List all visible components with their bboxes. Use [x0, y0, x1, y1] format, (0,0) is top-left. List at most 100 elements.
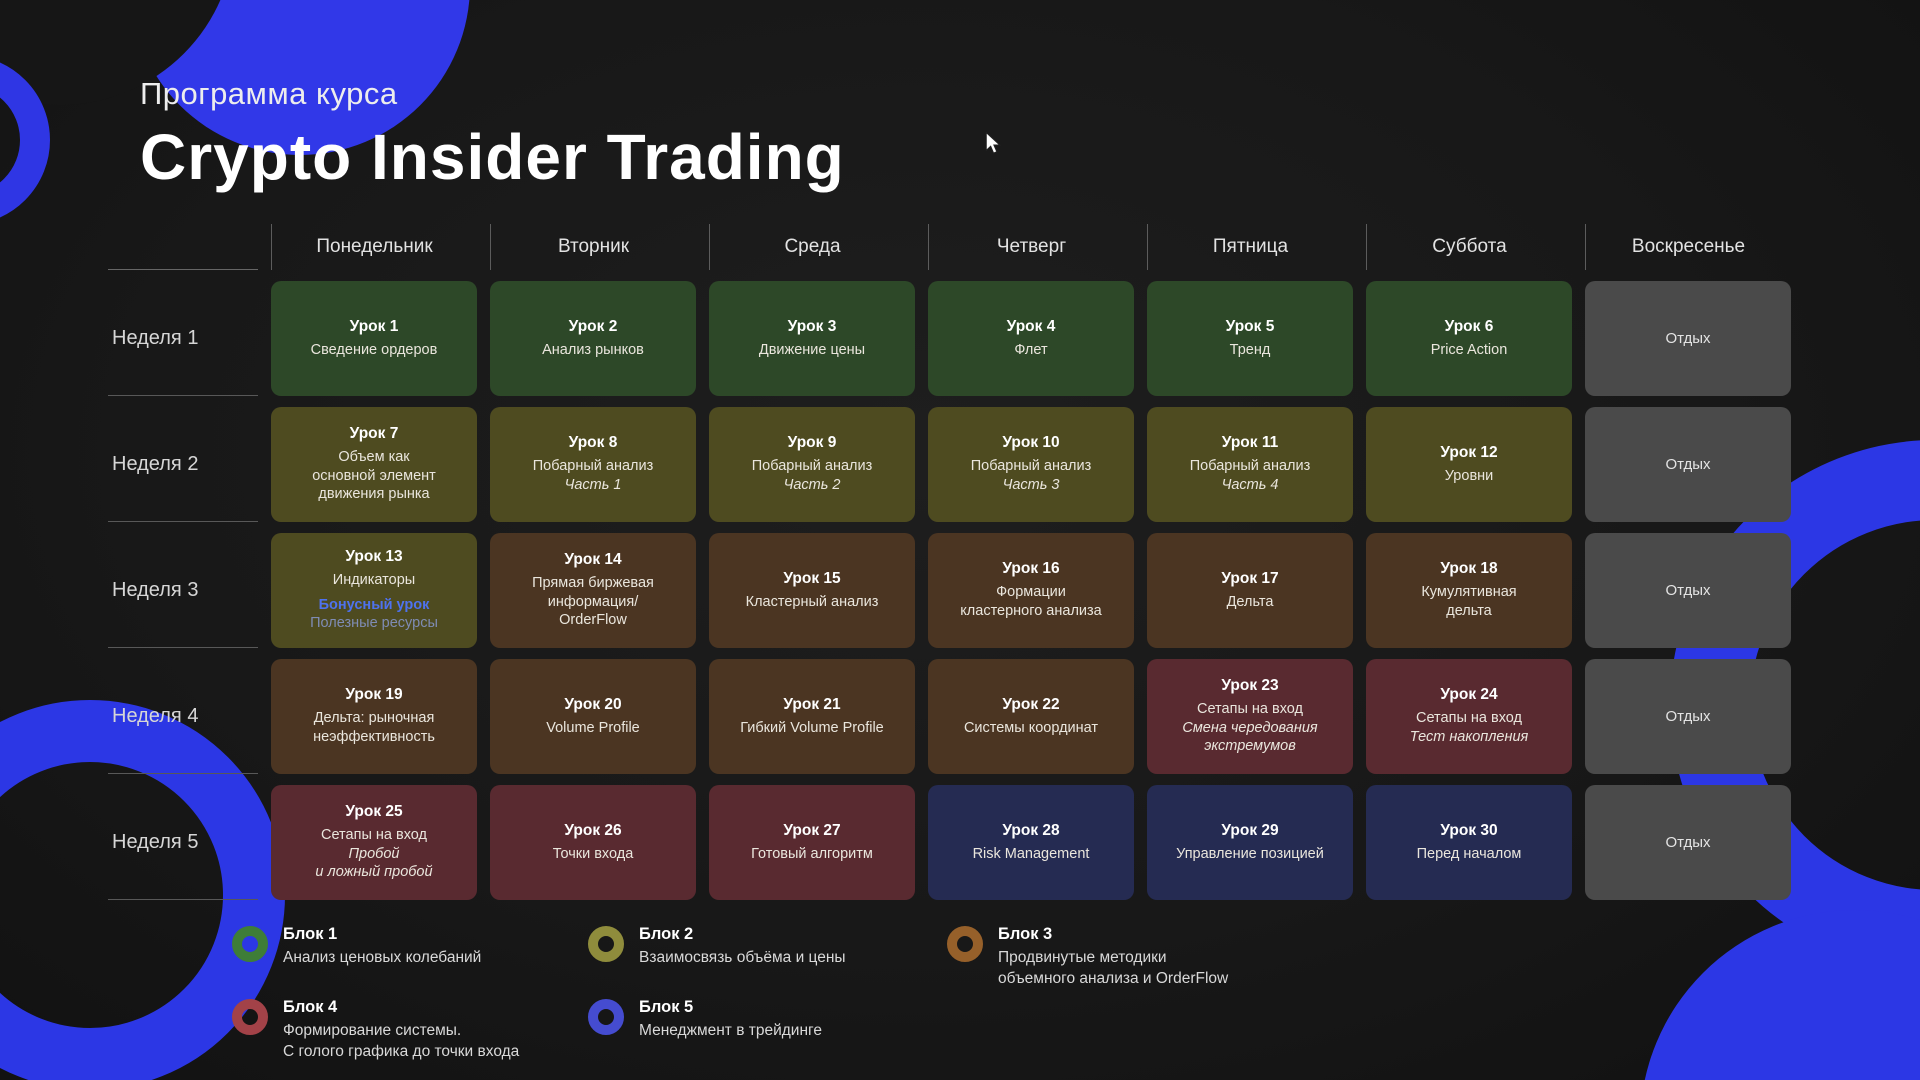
lesson-card: Урок 24 Сетапы на вход Тест накопления: [1366, 659, 1572, 774]
legend-block-ring-icon: [947, 926, 983, 962]
legend-block-name: Блок 2: [639, 925, 694, 943]
lesson-subtitle: Индикаторы: [332, 571, 416, 588]
lesson-subtitle: Смена чередования экстремумов: [1182, 719, 1318, 755]
lesson-subtitle: Тренд: [1229, 341, 1271, 358]
lesson-card: Урок 16 Формации кластерного анализа: [928, 533, 1134, 648]
lesson-number: Урок 1: [349, 317, 399, 335]
lesson-card: Урок 7 Объем как основной элемент движени…: [271, 407, 477, 522]
legend-item: Блок 5 Менеджмент в трейдинге: [588, 998, 822, 1042]
lesson-subtitle: Часть 2: [783, 477, 841, 493]
lesson-number: Урок 19: [345, 686, 403, 704]
lesson-number: Урок 14: [564, 550, 622, 568]
lesson-subtitle: Часть 4: [1221, 477, 1279, 493]
rest-label: Отдых: [1665, 582, 1711, 599]
lesson-number: Урок 24: [1440, 686, 1498, 704]
legend-block-ring-icon: [232, 999, 268, 1035]
rest-label: Отдых: [1665, 456, 1711, 473]
lesson-card: Урок 29 Управление позицией: [1147, 785, 1353, 900]
legend-block-ring-icon: [588, 999, 624, 1035]
legend-block-description: Взаимосвязь объёма и цены: [639, 949, 846, 966]
lesson-card: Урок 8 Побарный анализ Часть 1: [490, 407, 696, 522]
lesson-subtitle: Флет: [1014, 341, 1048, 358]
lesson-number: Урок 4: [1006, 317, 1056, 335]
lesson-number: Урок 9: [787, 434, 837, 452]
lesson-number: Урок 3: [787, 317, 837, 335]
day-header-thursday: Четверг: [928, 224, 1134, 270]
lesson-subtitle: Анализ рынков: [542, 341, 644, 358]
lesson-card: Урок 21 Гибкий Volume Profile: [709, 659, 915, 774]
week-label: Неделя 3: [108, 533, 258, 648]
lesson-subtitle: Часть 1: [564, 477, 622, 493]
lesson-subtitle: Прямая биржевая информация/ OrderFlow: [532, 574, 654, 629]
rest-label: Отдых: [1665, 834, 1711, 851]
lesson-number: Урок 16: [1002, 560, 1060, 578]
legend-item: Блок 3 Продвинутые методики объемного ана…: [947, 925, 1228, 990]
legend-block-description: Продвинутые методики объемного анализа и…: [998, 949, 1229, 987]
lesson-subtitle: Движение цены: [758, 341, 866, 358]
legend-block-ring-icon: [588, 926, 624, 962]
lesson-number: Урок 13: [345, 547, 403, 565]
lesson-number: Урок 29: [1221, 821, 1279, 839]
course-program-subtitle: Программа курса: [140, 76, 398, 111]
lesson-subtitle: Точки входа: [552, 845, 634, 862]
lesson-number: Урок 5: [1225, 317, 1275, 335]
lesson-number: Урок 30: [1440, 821, 1498, 839]
lesson-subtitle: Побарный анализ: [970, 458, 1092, 475]
legend-block-description: Анализ ценовых колебаний: [283, 949, 482, 966]
day-header-monday: Понедельник: [271, 224, 477, 270]
lesson-subtitle: Побарный анализ: [532, 458, 654, 475]
lesson-number: Урок 25: [345, 802, 403, 820]
lesson-subtitle: Кумулятивная дельта: [1421, 584, 1517, 619]
week-label: Неделя 4: [108, 659, 258, 774]
day-header-wednesday: Среда: [709, 224, 915, 270]
day-header-friday: Пятница: [1147, 224, 1353, 270]
lesson-card: Урок 17 Дельта: [1147, 533, 1353, 648]
lesson-card: Урок 10 Побарный анализ Часть 3: [928, 407, 1134, 522]
week-label: Неделя 1: [108, 281, 258, 396]
lesson-number: Урок 26: [564, 821, 622, 839]
lesson-card: Урок 18 Кумулятивная дельта: [1366, 533, 1572, 648]
legend-item: Блок 1 Анализ ценовых колебаний: [232, 925, 481, 969]
lesson-card: Урок 22 Системы координат: [928, 659, 1134, 774]
lesson-subtitle: Risk Management: [972, 845, 1090, 862]
lesson-number: Урок 18: [1440, 560, 1498, 578]
grid-corner-cell: [108, 224, 258, 270]
lesson-subtitle: Побарный анализ: [1189, 458, 1311, 475]
legend-text: Блок 1 Анализ ценовых колебаний: [283, 925, 481, 969]
lesson-card: Урок 9 Побарный анализ Часть 2: [709, 407, 915, 522]
lesson-subtitle: Дельта: [1226, 593, 1274, 610]
lesson-subtitle: Готовый алгоритм: [751, 845, 873, 862]
course-title: Crypto Insider Trading: [140, 121, 845, 193]
day-header-saturday: Суббота: [1366, 224, 1572, 270]
rest-card: Отдых: [1585, 281, 1791, 396]
lesson-subtitle: Формации кластерного анализа: [960, 584, 1102, 619]
rest-card: Отдых: [1585, 533, 1791, 648]
lesson-card: Урок 12 Уровни: [1366, 407, 1572, 522]
rest-card: Отдых: [1585, 659, 1791, 774]
page-title: Программа курса Crypto Insider Trading: [140, 76, 845, 194]
lesson-subtitle: Побарный анализ: [751, 458, 873, 475]
lesson-number: Урок 23: [1221, 676, 1279, 694]
lesson-number: Урок 6: [1444, 317, 1494, 335]
legend-text: Блок 5 Менеджмент в трейдинге: [639, 998, 822, 1042]
week-label: Неделя 5: [108, 785, 258, 900]
lesson-subtitle: Дельта: рыночная неэффективность: [313, 710, 435, 745]
lesson-card: Урок 28 Risk Management: [928, 785, 1134, 900]
lesson-card: Урок 11 Побарный анализ Часть 4: [1147, 407, 1353, 522]
lesson-subtitle: Перед началом: [1416, 845, 1522, 862]
legend-item: Блок 2 Взаимосвязь объёма и цены: [588, 925, 846, 969]
lesson-subtitle: Управление позицией: [1176, 845, 1324, 862]
legend-block-name: Блок 5: [639, 998, 694, 1016]
mouse-cursor-icon: [985, 132, 1001, 154]
lesson-subtitle: Тест накопления: [1409, 729, 1529, 745]
lesson-subtitle: Бонусный урок: [318, 596, 430, 613]
legend-block-description: Менеджмент в трейдинге: [639, 1022, 822, 1039]
lesson-card: Урок 30 Перед началом: [1366, 785, 1572, 900]
lesson-number: Урок 28: [1002, 821, 1060, 839]
lesson-card: Урок 2 Анализ рынков: [490, 281, 696, 396]
lesson-subtitle: Уровни: [1444, 467, 1494, 484]
day-header-sunday: Воскресенье: [1585, 224, 1791, 270]
course-schedule-grid: Понедельник Вторник Среда Четверг Пятниц…: [108, 224, 1791, 900]
lesson-card: Урок 25 Сетапы на вход Пробой и ложный про…: [271, 785, 477, 900]
